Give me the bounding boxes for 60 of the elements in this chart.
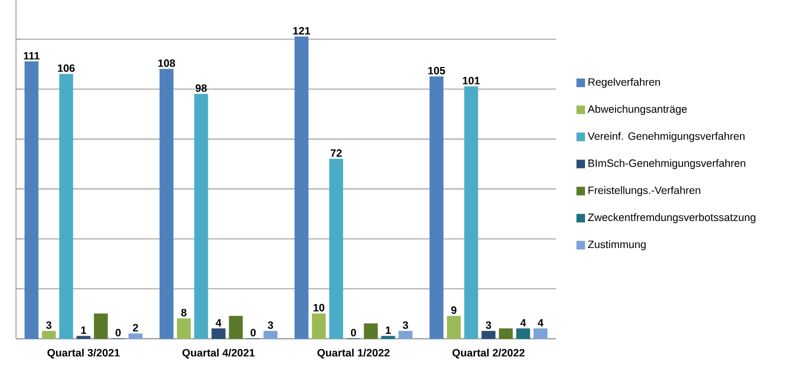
data-label: 2 bbox=[132, 324, 138, 332]
data-label: 3 bbox=[486, 322, 492, 330]
bar bbox=[42, 331, 56, 340]
legend-label: Abweichungsanträge bbox=[588, 105, 687, 116]
legend-label: Zweckentfremdungsverbotssatzung bbox=[588, 213, 756, 224]
legend-label: Vereinf. Genehmigungsverfahren bbox=[588, 132, 744, 142]
data-label: 4 bbox=[520, 319, 526, 327]
data-label: 105 bbox=[428, 67, 446, 75]
bar bbox=[76, 336, 90, 340]
bar bbox=[212, 328, 226, 340]
data-label: 106 bbox=[58, 64, 75, 72]
x-tick-label: Quartal 2/2022 bbox=[452, 348, 525, 359]
legend-label: Freistellungs.-Verfahren bbox=[588, 186, 700, 196]
data-label: 8 bbox=[181, 309, 186, 317]
legend-label: Zustimmung bbox=[588, 240, 646, 250]
data-label: 108 bbox=[158, 60, 176, 68]
legend-label: Regelverfahren bbox=[588, 78, 660, 88]
bar bbox=[446, 316, 461, 340]
data-label: 4 bbox=[538, 319, 544, 327]
data-label: 0 bbox=[350, 329, 356, 337]
bar bbox=[264, 331, 278, 340]
bar bbox=[498, 328, 513, 340]
bar bbox=[312, 314, 326, 340]
x-tick-label: Quartal 3/2021 bbox=[47, 348, 120, 359]
bar bbox=[534, 328, 548, 340]
data-label: 1 bbox=[386, 326, 391, 334]
bar bbox=[59, 74, 74, 340]
data-label: 0 bbox=[250, 329, 256, 337]
bar bbox=[228, 316, 243, 340]
bar bbox=[329, 158, 344, 340]
data-label: 98 bbox=[196, 84, 207, 92]
data-label: 3 bbox=[268, 322, 274, 330]
bar bbox=[194, 94, 208, 340]
x-tick-label: Quartal 4/2021 bbox=[182, 348, 255, 359]
bar bbox=[160, 69, 174, 340]
data-label: 3 bbox=[402, 322, 408, 330]
bar bbox=[516, 328, 530, 340]
bar bbox=[381, 336, 396, 340]
bar bbox=[364, 324, 378, 340]
bar bbox=[128, 334, 142, 340]
data-label: 9 bbox=[451, 306, 456, 314]
x-tick-label: Quartal 1/2022 bbox=[317, 348, 390, 359]
bar bbox=[430, 76, 444, 340]
bar bbox=[482, 331, 496, 340]
data-label: 3 bbox=[46, 322, 52, 330]
data-label: 4 bbox=[216, 319, 222, 327]
bar bbox=[176, 318, 191, 340]
bar bbox=[94, 314, 108, 340]
data-label: 111 bbox=[24, 52, 40, 60]
data-label: 72 bbox=[330, 149, 342, 157]
data-label: 0 bbox=[116, 329, 121, 337]
legend-label: BImSch-Genehmigungsverfahren bbox=[588, 159, 746, 170]
data-label: 121 bbox=[293, 27, 310, 35]
data-label: 10 bbox=[314, 304, 324, 312]
bar bbox=[24, 62, 38, 340]
bar bbox=[398, 331, 412, 340]
data-label: 1 bbox=[81, 326, 86, 334]
bar bbox=[294, 36, 308, 340]
bar bbox=[464, 86, 478, 340]
data-label: 101 bbox=[462, 77, 480, 85]
